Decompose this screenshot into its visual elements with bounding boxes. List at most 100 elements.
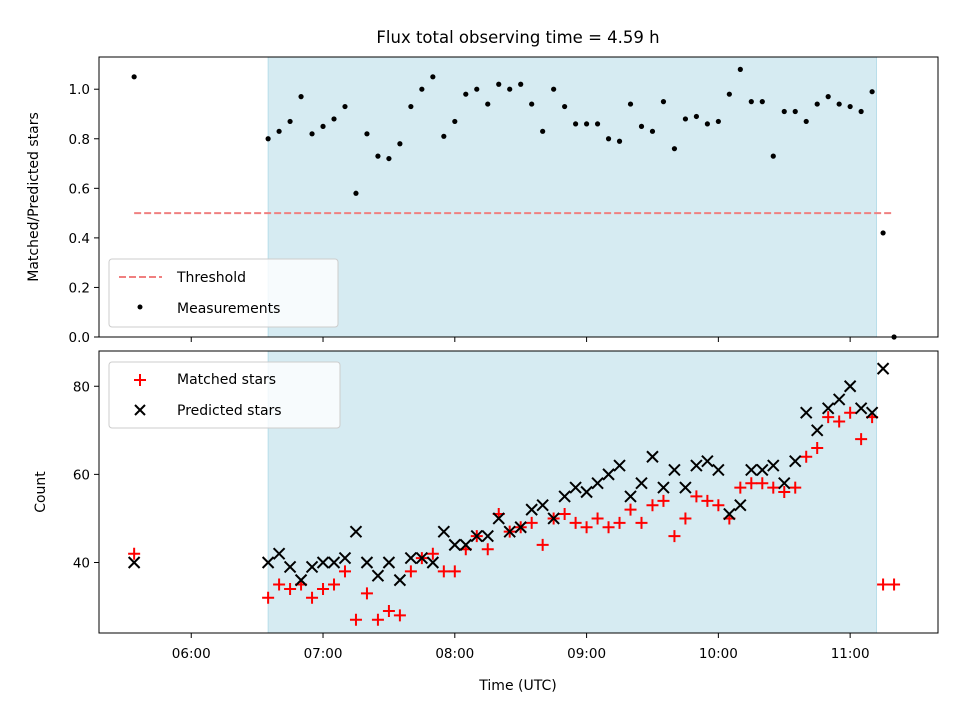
- matched-star-point: [789, 481, 802, 494]
- matched-star-point: [888, 578, 901, 591]
- matched-star-point: [778, 486, 791, 498]
- measurement-point: [419, 86, 425, 92]
- observing-window-shade: [267, 56, 878, 338]
- matched-star-point: [712, 499, 725, 512]
- x-tick-label: 09:00: [567, 646, 606, 662]
- matched-star-point: [679, 512, 692, 525]
- measurement-point: [131, 74, 137, 80]
- predicted-star-point: [613, 459, 626, 472]
- measurement-point: [353, 190, 359, 196]
- top-plot-frame: [98, 56, 939, 338]
- measurement-point: [616, 138, 623, 144]
- matched-star-point: [317, 582, 330, 595]
- predicted-star-point: [624, 490, 637, 503]
- x-axis-title: Time (UTC): [478, 678, 556, 694]
- measurement-point: [430, 74, 436, 80]
- measurement-point: [660, 99, 667, 105]
- predicted-star-point: [371, 569, 385, 582]
- legend-measurements-swatch: [137, 304, 143, 310]
- predicted-star-point: [832, 393, 846, 406]
- matched-star-point: [646, 499, 659, 512]
- matched-star-point: [734, 481, 747, 494]
- predicted-star-point: [536, 499, 549, 512]
- matched-star-point: [360, 587, 373, 600]
- matched-star-point: [328, 578, 341, 591]
- legend-matched-swatch: [134, 374, 146, 386]
- top-legend-box: [108, 258, 339, 328]
- measurement-point: [287, 118, 293, 125]
- measurement-point: [386, 155, 392, 162]
- top-series-layer: [131, 66, 897, 340]
- matched-star-point: [426, 547, 439, 560]
- y-tick-label: 80: [73, 379, 90, 395]
- measurement-point: [649, 128, 656, 134]
- predicted-star-point: [503, 525, 516, 538]
- predicted-star-point: [127, 556, 141, 569]
- measurement-point: [529, 101, 535, 107]
- measurement-point: [573, 121, 579, 127]
- matched-star-point: [591, 512, 604, 525]
- matched-star-point: [580, 521, 593, 534]
- predicted-star-point: [426, 556, 440, 569]
- measurement-point: [452, 118, 458, 125]
- measurement-point: [320, 123, 326, 129]
- matched-star-point: [635, 516, 648, 529]
- measurement-point: [540, 128, 546, 134]
- matched-star-point: [690, 490, 703, 503]
- measurement-point: [364, 131, 370, 137]
- matched-star-point: [822, 411, 835, 424]
- measurement-point: [847, 103, 853, 110]
- predicted-star-point: [272, 547, 286, 560]
- top-legend: Threshold Measurements: [108, 258, 339, 328]
- matched-star-point: [811, 441, 824, 454]
- y-tick-label: 0.6: [69, 181, 90, 197]
- matched-star-point: [128, 547, 141, 560]
- x-tick-label: 07:00: [304, 646, 343, 662]
- matched-star-point: [349, 613, 362, 626]
- predicted-star-point: [448, 538, 462, 552]
- y-tick-label: 0.4: [69, 231, 90, 247]
- y-tick-label: 0.2: [69, 280, 90, 296]
- y-tick-label: 0.0: [69, 330, 90, 346]
- measurement-point: [562, 103, 568, 110]
- predicted-star-point: [646, 450, 659, 463]
- measurement-point: [594, 121, 601, 127]
- measurement-point: [726, 91, 732, 97]
- measurement-point: [704, 121, 710, 127]
- matched-star-point: [404, 565, 417, 578]
- measurement-point: [858, 108, 864, 115]
- predicted-star-point: [635, 476, 648, 490]
- matched-star-point: [668, 530, 681, 543]
- predicted-star-point: [876, 362, 890, 375]
- predicted-star-point: [712, 463, 725, 477]
- y-tick-label: 1.0: [69, 82, 90, 98]
- matched-star-point: [558, 508, 571, 521]
- predicted-star-point: [305, 560, 319, 574]
- measurement-point: [463, 91, 469, 97]
- predicted-star-point: [558, 490, 571, 503]
- measurement-point: [276, 128, 282, 134]
- matched-star-point: [273, 578, 286, 591]
- matched-star-point: [393, 609, 406, 622]
- measurement-point: [825, 94, 831, 100]
- measurement-point: [781, 108, 787, 115]
- measurement-point: [748, 99, 754, 105]
- matched-star-point: [481, 543, 494, 556]
- predicted-star-point: [690, 459, 703, 472]
- predicted-star-point: [789, 454, 802, 468]
- predicted-star-point: [316, 556, 330, 569]
- top-panel: 0.0 0.2 0.4 0.6 0.8 1.0 Matched/Predicted sta…: [26, 56, 939, 346]
- y-tick-label: 60: [73, 467, 90, 483]
- matched-star-point: [833, 415, 846, 428]
- predicted-star-point: [294, 573, 308, 587]
- measurement-point: [507, 86, 513, 92]
- predicted-star-point: [481, 529, 494, 543]
- chart-title: Flux total observing time = 4.59 h: [376, 28, 659, 47]
- predicted-star-point: [679, 481, 692, 494]
- predicted-star-point: [668, 463, 681, 477]
- bottom-panel: 06:00 07:00 08:00 09:00 10:00 11:00 40 60 80 Cou…: [33, 350, 939, 694]
- x-tick-label: 11:00: [831, 646, 870, 662]
- measurement-point: [880, 230, 886, 236]
- predicted-star-point: [569, 481, 582, 494]
